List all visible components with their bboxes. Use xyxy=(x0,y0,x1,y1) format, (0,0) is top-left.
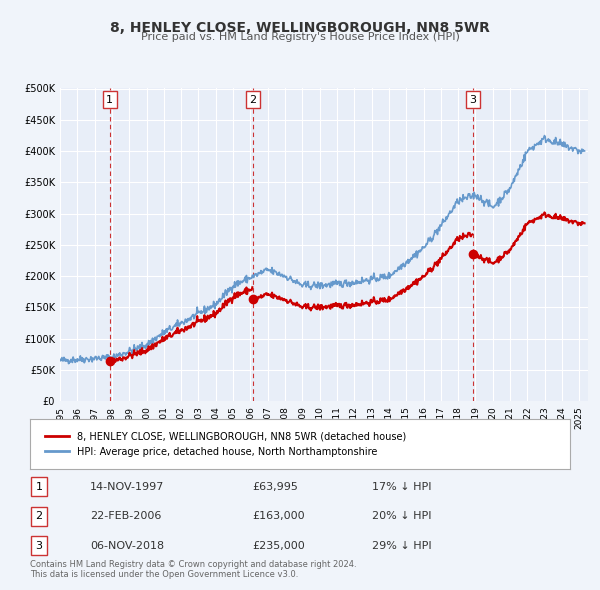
Text: 8, HENLEY CLOSE, WELLINGBOROUGH, NN8 5WR: 8, HENLEY CLOSE, WELLINGBOROUGH, NN8 5WR xyxy=(110,21,490,35)
Text: 2: 2 xyxy=(249,95,256,105)
Text: 29% ↓ HPI: 29% ↓ HPI xyxy=(372,541,431,550)
Text: 14-NOV-1997: 14-NOV-1997 xyxy=(90,482,164,491)
Text: 1: 1 xyxy=(35,482,43,491)
Text: £63,995: £63,995 xyxy=(252,482,298,491)
Text: 1: 1 xyxy=(106,95,113,105)
Text: 3: 3 xyxy=(35,541,43,550)
Text: Contains HM Land Registry data © Crown copyright and database right 2024.
This d: Contains HM Land Registry data © Crown c… xyxy=(30,560,356,579)
Text: 20% ↓ HPI: 20% ↓ HPI xyxy=(372,512,431,521)
Text: 22-FEB-2006: 22-FEB-2006 xyxy=(90,512,161,521)
Text: Price paid vs. HM Land Registry's House Price Index (HPI): Price paid vs. HM Land Registry's House … xyxy=(140,32,460,42)
Text: 2: 2 xyxy=(35,512,43,521)
Text: 3: 3 xyxy=(469,95,476,105)
Text: 06-NOV-2018: 06-NOV-2018 xyxy=(90,541,164,550)
Text: 17% ↓ HPI: 17% ↓ HPI xyxy=(372,482,431,491)
Text: £163,000: £163,000 xyxy=(252,512,305,521)
Text: £235,000: £235,000 xyxy=(252,541,305,550)
Legend: 8, HENLEY CLOSE, WELLINGBOROUGH, NN8 5WR (detached house), HPI: Average price, d: 8, HENLEY CLOSE, WELLINGBOROUGH, NN8 5WR… xyxy=(40,426,412,462)
